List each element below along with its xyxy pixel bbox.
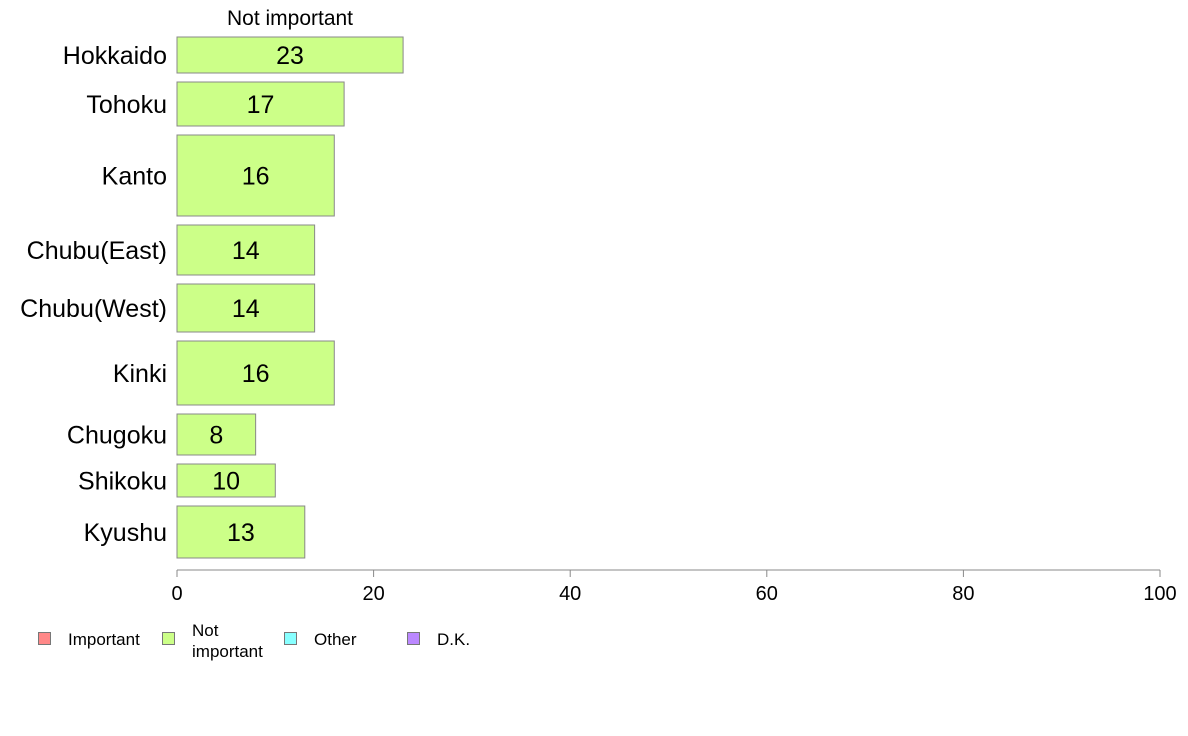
bar-chugoku	[176, 413, 257, 456]
value-label: 8	[209, 422, 223, 450]
bar-kinki	[176, 340, 335, 406]
bar-hokkaido	[176, 36, 404, 74]
x-tick-label: 0	[171, 583, 182, 605]
category-label: Chubu(East)	[27, 237, 167, 265]
value-label: 10	[212, 468, 240, 496]
legend-item-other: Other	[284, 618, 357, 650]
x-tick-label: 20	[362, 583, 384, 605]
bar-shikoku	[176, 463, 276, 498]
legend-item-important: Important	[38, 618, 140, 650]
bars-group: Hokkaido 23 Tohoku 17 Kanto 16 Chubu(East) 14 Ch…	[20, 36, 404, 559]
legend-label-not-important-line1: Not	[192, 621, 219, 640]
legend-label-not-important-line2: important	[192, 642, 263, 661]
legend-label-not-important: Not important	[192, 620, 263, 662]
value-label: 17	[247, 91, 275, 119]
category-label: Tohoku	[86, 91, 167, 119]
x-axis: 0 20 40 60 80 100	[171, 569, 1177, 605]
category-label: Chubu(West)	[20, 295, 167, 323]
value-label: 16	[242, 360, 270, 388]
legend-item-not-important: Not important	[162, 618, 263, 662]
bar-kyushu	[176, 505, 306, 559]
value-label: 13	[227, 519, 255, 547]
x-tick-label: 100	[1143, 583, 1176, 605]
category-label: Kinki	[113, 360, 167, 388]
category-label: Chugoku	[67, 422, 167, 450]
value-label: 23	[276, 42, 304, 70]
legend-label-important: Important	[68, 630, 140, 649]
category-label: Shikoku	[78, 468, 167, 496]
legend-swatch-other	[284, 632, 297, 645]
legend-label-dk: D.K.	[437, 630, 471, 649]
bar-chubu-east	[176, 224, 316, 276]
x-tick-label: 60	[756, 583, 778, 605]
legend-swatch-important	[38, 632, 51, 645]
bar-tohoku	[176, 81, 345, 127]
category-label: Hokkaido	[63, 42, 167, 70]
value-label: 14	[232, 295, 260, 323]
value-label: 16	[242, 163, 270, 191]
category-label: Kyushu	[84, 519, 167, 547]
value-label: 14	[232, 237, 260, 265]
bar-kanto	[176, 134, 335, 217]
chart-title: Not important	[227, 7, 353, 30]
category-label: Kanto	[102, 163, 167, 191]
legend-label-other: Other	[314, 630, 357, 649]
legend-item-dk: D.K.	[407, 618, 470, 650]
bar-chubu-west	[176, 283, 316, 333]
legend-swatch-dk	[407, 632, 420, 645]
x-tick-label: 80	[952, 583, 974, 605]
x-tick-label: 40	[559, 583, 581, 605]
legend-swatch-not-important	[162, 632, 175, 645]
